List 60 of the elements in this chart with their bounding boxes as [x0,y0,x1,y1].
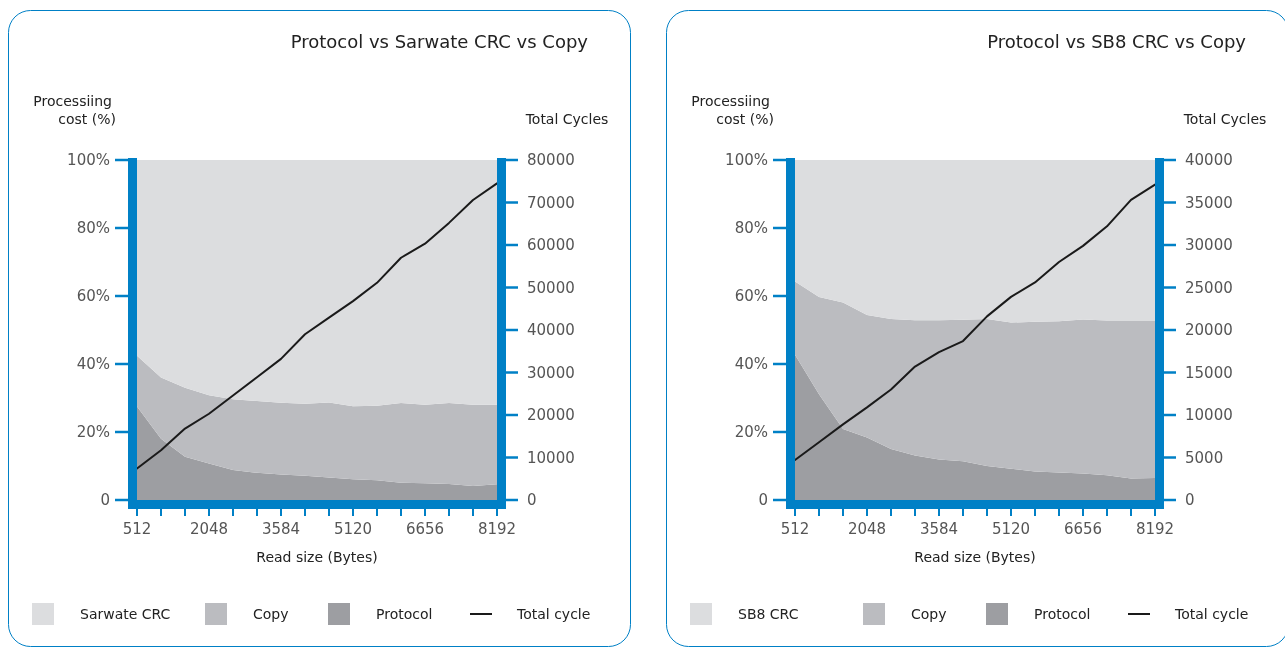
y-axis-title: Processiing cost (%) [33,93,116,127]
line-series [794,183,1156,462]
y2-tick-label: 35000 [1185,193,1233,212]
y2-tick-label: 10000 [1185,406,1233,425]
x-tick-label: 2048 [847,520,887,538]
y2-tick-label: 25000 [1185,278,1233,297]
x-tick-label: 8192 [1135,520,1175,538]
y-tick-label: 80% [734,219,768,238]
legend-label: Total cycle [1174,605,1249,622]
legend-label: Sarwate CRC [80,605,171,622]
y2-axis-title: Total Cycles [524,111,609,127]
y-tick-label: 100% [725,151,768,170]
x-axis-title: Read size (Bytes) [914,549,1036,565]
y2-tick-label: 60000 [527,236,575,255]
x-tick-label: 6656 [1063,520,1103,538]
y-tick-label: 20% [734,423,768,442]
y2-tick-label: 5000 [1185,448,1224,467]
y2-tick-label: 30000 [1185,236,1233,255]
x-tick-label: 3584 [261,520,301,538]
y-tick-label: 0 [100,491,110,510]
legend-label: Total cycle [516,605,591,622]
y2-tick-label: 40000 [527,321,575,340]
y-tick-label: 20% [76,423,110,442]
legend-label: Protocol [376,605,433,622]
y-tick-label: 60% [734,287,768,306]
legend-label: Copy [253,605,289,622]
y-tick-label: 100% [67,151,110,170]
y-tick-label: 40% [734,355,768,374]
x-axis-title: Read size (Bytes) [256,549,378,565]
x-tick-label: 2048 [189,520,229,538]
x-tick-label: 8192 [477,520,517,538]
y2-tick-label: 10000 [527,448,575,467]
x-tick-label: 512 [122,520,152,538]
y2-tick-label: 20000 [1185,321,1233,340]
line-series [136,182,498,470]
y-tick-label: 0 [758,491,768,510]
y2-tick-label: 40000 [1185,151,1233,170]
x-tick-label: 512 [780,520,810,538]
legend-label: Protocol [1034,605,1091,622]
y2-tick-label: 20000 [527,406,575,425]
y2-axis-title: Total Cycles [1182,111,1267,127]
y2-tick-label: 0 [527,491,537,510]
y2-tick-label: 0 [1185,491,1195,510]
y-tick-label: 80% [76,219,110,238]
chart-title: Protocol vs SB8 CRC vs Copy [987,31,1247,52]
legend-label: SB8 CRC [738,605,799,622]
y2-tick-label: 15000 [1185,363,1233,382]
y2-tick-label: 50000 [527,278,575,297]
legend-label: Copy [911,605,947,622]
x-tick-label: 5120 [333,520,373,538]
y2-tick-label: 30000 [527,363,575,382]
y-axis-title: Processiing cost (%) [691,93,774,127]
y2-tick-label: 80000 [527,151,575,170]
y-tick-label: 60% [76,287,110,306]
x-tick-label: 5120 [991,520,1031,538]
x-tick-label: 6656 [405,520,445,538]
y-tick-label: 40% [76,355,110,374]
x-tick-label: 3584 [919,520,959,538]
y2-tick-label: 70000 [527,193,575,212]
chart-title: Protocol vs Sarwate CRC vs Copy [290,31,589,52]
